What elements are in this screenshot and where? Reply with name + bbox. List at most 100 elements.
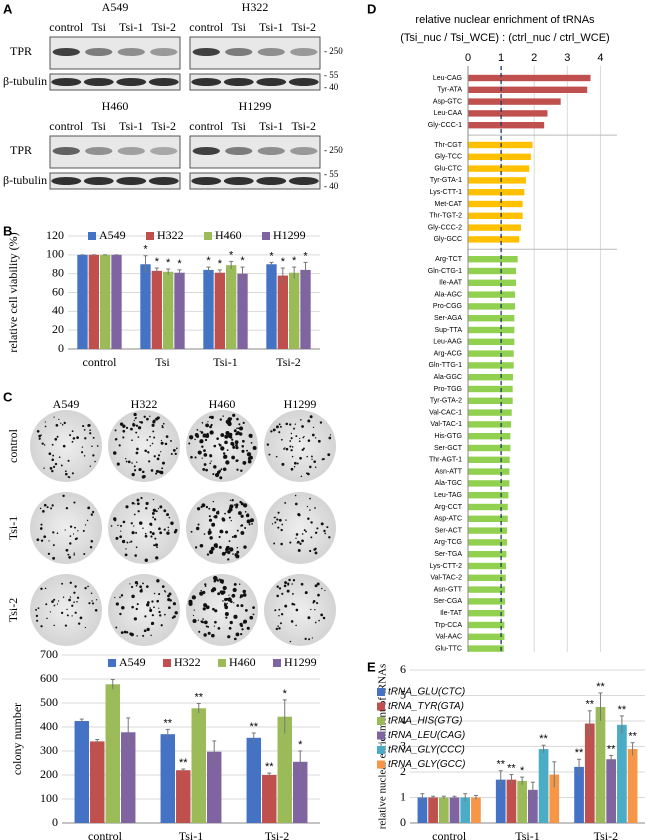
panel-letter: E [367,659,376,674]
category-label: Arg-TCT [435,256,463,263]
colony-dot [129,583,131,585]
blot-tubulin [49,73,181,91]
marker-label: - 55 [324,70,339,80]
tpr-band [257,147,285,155]
colony-dot [232,553,234,555]
x-tick-label: 3 [564,52,570,64]
colony-dot [285,422,289,426]
colony-dot [68,598,71,602]
colony-dot [220,446,225,451]
colony-dot [220,433,225,437]
colony-dot [130,585,134,589]
colony-dot [239,622,243,626]
colony-dot [233,504,236,506]
colony-dot [130,540,133,543]
bar [468,539,508,546]
significance: * [269,250,274,262]
colony-dot [163,528,166,531]
bar [468,551,507,558]
colony-dot [213,444,217,448]
chart-subtitle: (Tsi_nuc / Tsi_WCE) : (ctrl_nuc / ctrl_W… [400,32,609,44]
legend-label: H322 [174,655,201,669]
bar [468,433,511,440]
lane-label: Tsi [92,119,107,133]
colony-dot [274,521,277,524]
colony-dot [210,423,213,427]
y-tick-label: 40 [52,303,64,317]
colony-dot [198,630,201,633]
colony-dot [278,423,281,426]
category-label: Ser-ACT [435,527,463,534]
colony-dot [53,598,56,601]
significance: * [283,688,288,700]
y-tick-label: 100 [46,247,64,261]
colony-dot [94,609,98,612]
category-label: Met-CAT [435,201,463,208]
significance: * [303,250,308,262]
colony-dot [228,626,232,630]
legend-label: H322 [157,228,184,242]
protein-label: TPR [10,44,32,58]
bar [468,86,588,93]
colony-dot [295,533,299,536]
colony-dot [203,620,207,624]
colony-dot [86,519,89,522]
colony-dot [96,445,99,447]
bar [468,421,512,428]
colony-dot [91,445,93,448]
colony-dot [89,432,92,435]
colony-dot [284,581,288,585]
colony-dot [284,604,288,608]
colony-dot [72,533,75,535]
colony-dot [153,436,156,439]
colony-dot [52,465,56,468]
bar [160,734,176,823]
colony-dot [227,558,230,561]
colony-dot [224,602,226,605]
significance: ** [596,681,605,693]
colony-dot [303,529,306,532]
category-label: Asn-ATT [435,468,463,475]
category-label: Tyr-ATA [437,87,462,94]
colony-dot [233,582,237,586]
colony-dot [147,601,150,604]
colony-dot [36,619,39,622]
x-tick-label: 4 [597,52,603,64]
tubulin-band [288,78,319,86]
y-tick-label: 5 [400,687,406,701]
colony-dot [294,494,297,497]
colony-dot [276,594,279,598]
colony-dot [207,631,211,635]
legend-label: H1299 [273,228,306,242]
colony-dot [234,553,238,557]
colony-dot [305,530,307,533]
colony-dot [114,429,117,432]
colony-dot [276,585,279,589]
colony-dot [202,590,206,595]
colony-dot [309,465,312,469]
colony-dot [84,437,87,440]
colony-dot [127,460,131,464]
colony-dot [235,505,238,509]
colony-dot [287,582,290,585]
colony-dot [201,503,206,508]
colony-dot [162,422,165,425]
colony-dot [229,547,234,552]
legend-swatch [146,232,154,240]
colony-dot [150,524,153,526]
colony-dot [210,546,215,551]
colony-dot [248,523,251,526]
colony-dot [303,435,305,438]
colony-dot [48,540,50,542]
colony-dot [117,524,119,527]
colony-dot [68,556,72,559]
colony-dot [144,532,147,535]
bar [191,708,206,823]
colony-dot [151,442,154,445]
colony-dot [207,625,210,628]
colony-dot [214,577,218,581]
colony-dot [311,433,315,437]
colony-dot [119,596,121,599]
y-tick-label: 1 [400,789,406,803]
